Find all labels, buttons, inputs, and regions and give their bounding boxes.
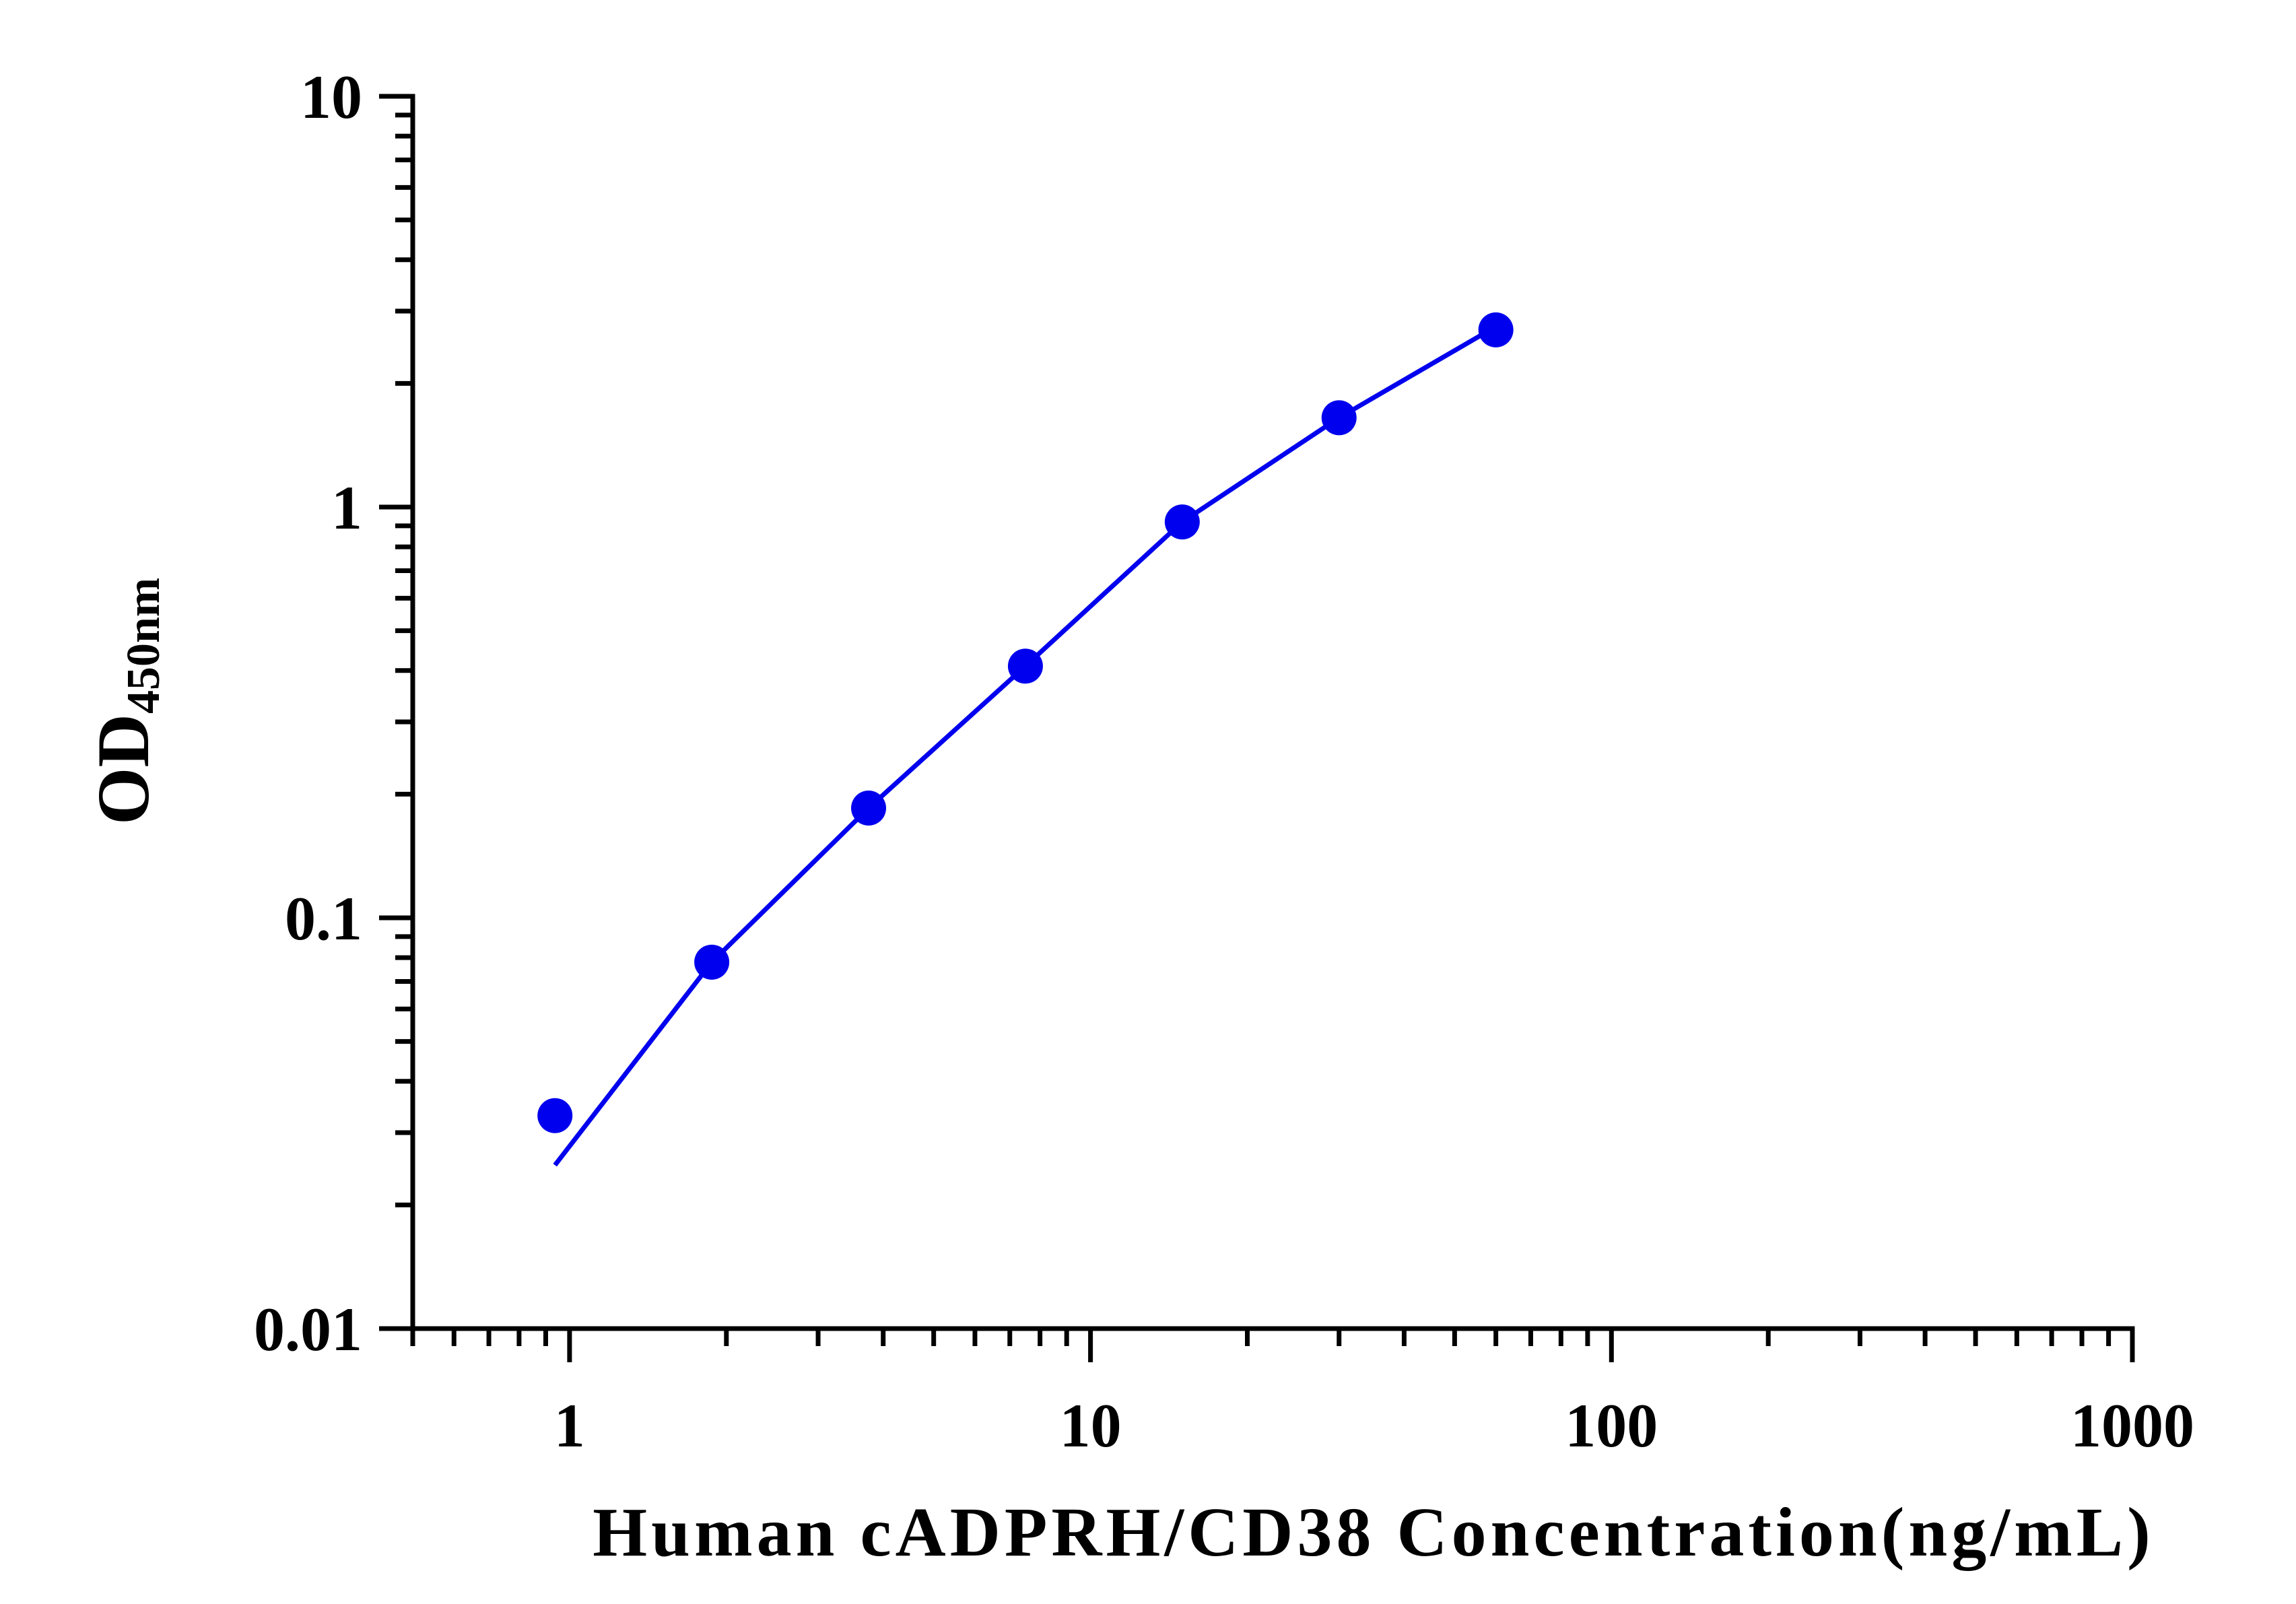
x-tick-label: 1 xyxy=(554,1391,585,1460)
y-tick-label: 0.1 xyxy=(285,884,362,953)
y-tick-label: 10 xyxy=(300,63,362,131)
data-point xyxy=(851,791,887,826)
data-point xyxy=(694,944,730,980)
y-tick-label: 0.01 xyxy=(254,1295,362,1364)
data-point xyxy=(1478,312,1514,347)
data-point xyxy=(1321,400,1357,436)
x-tick-label: 10 xyxy=(1060,1391,1122,1460)
data-point xyxy=(1007,648,1043,684)
data-point xyxy=(1164,504,1200,540)
fit-line xyxy=(553,324,1497,1167)
data-point xyxy=(537,1098,573,1133)
y-axis-title-group: OD 450nm xyxy=(82,578,170,825)
y-axis-title-subscript: 450nm xyxy=(118,578,170,714)
y-tick-label: 1 xyxy=(331,473,362,542)
x-tick-label: 100 xyxy=(1565,1391,1658,1460)
x-tick-label: 1000 xyxy=(2070,1391,2194,1460)
x-axis-title: Human cADPRH/CD38 Concentration(ng/mL) xyxy=(593,1494,2154,1571)
y-axis-title: OD xyxy=(82,714,164,825)
